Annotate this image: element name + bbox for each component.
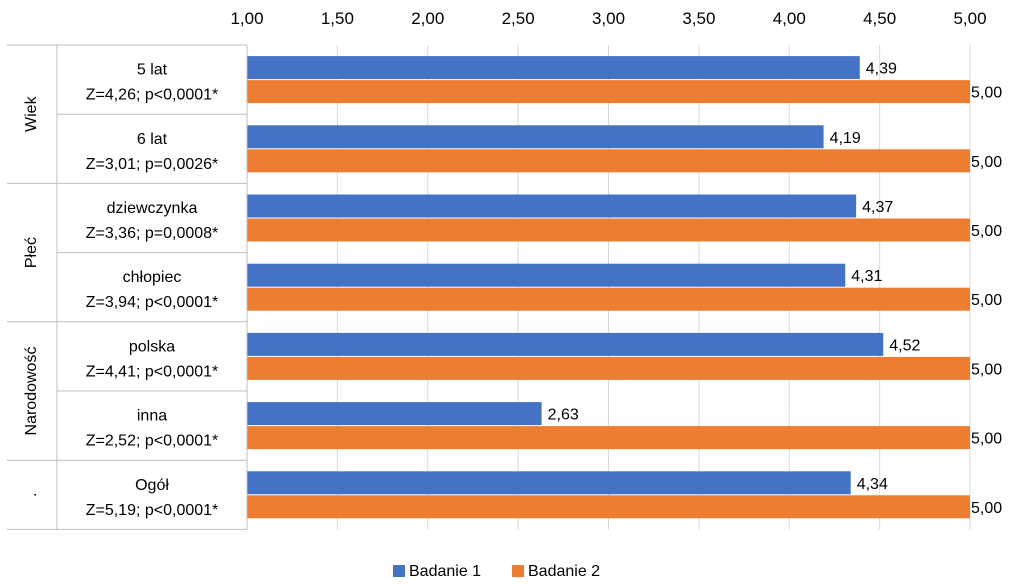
bar-badanie-2 — [247, 218, 970, 242]
category-stat: Z=4,41; p<0,0001* — [86, 363, 219, 380]
data-label: 5,00 — [971, 431, 1002, 448]
category-stat: Z=2,52; p<0,0001* — [86, 433, 219, 450]
category-name: 5 lat — [137, 62, 168, 79]
group-label: . — [23, 493, 40, 497]
category-stat: Z=3,36; p=0,0008* — [86, 225, 219, 242]
data-label: 5,00 — [971, 223, 1002, 240]
x-tick-label: 3,00 — [592, 9, 625, 28]
data-label: 4,39 — [866, 61, 897, 78]
category-axis-frame — [7, 44, 248, 530]
x-tick-label: 3,50 — [682, 9, 715, 28]
bar-badanie-2 — [247, 80, 970, 104]
legend-swatch — [512, 565, 524, 577]
x-tick-label: 4,50 — [863, 9, 896, 28]
bar-badanie-2 — [247, 287, 970, 311]
category-stat: Z=3,94; p<0,0001* — [86, 294, 219, 311]
x-tick-label: 2,50 — [502, 9, 535, 28]
data-label: 4,52 — [889, 337, 920, 354]
category-stat: Z=5,19; p<0,0001* — [86, 502, 219, 519]
data-label: 5,00 — [971, 292, 1002, 309]
category-name: dziewczynka — [107, 200, 198, 217]
legend-label: Badanie 1 — [409, 563, 481, 580]
bar-badanie-1 — [247, 332, 884, 356]
category-name: Ogół — [135, 477, 169, 494]
category-name: polska — [129, 338, 175, 355]
data-label: 5,00 — [971, 85, 1002, 102]
category-labels: 5 lat Z=4,26; p<0,0001* 6 lat Z=3,01; p=0,0… — [23, 62, 218, 519]
x-tick-label: 1,50 — [321, 9, 354, 28]
group-label: Płeć — [23, 237, 40, 268]
data-label: 4,19 — [830, 130, 861, 147]
x-axis-ticks: 1,00 1,50 2,00 2,50 3,00 3,50 4,00 4,50 5,00 — [230, 9, 986, 28]
legend-label: Badanie 2 — [528, 563, 600, 580]
bar-badanie-1 — [247, 263, 846, 287]
bars: 4,39 4,19 4,37 4,31 4,52 2,63 4,34 5,00 5,00 5,00… — [247, 56, 1002, 519]
bar-badanie-1 — [247, 402, 542, 426]
data-label: 2,63 — [548, 407, 579, 424]
data-label: 5,00 — [971, 361, 1002, 378]
gridlines — [246, 45, 971, 530]
x-tick-label: 4,00 — [773, 9, 806, 28]
bar-badanie-1 — [247, 125, 824, 149]
bar-badanie-2 — [247, 356, 970, 380]
x-tick-label: 5,00 — [953, 9, 986, 28]
category-stat: Z=3,01; p=0,0026* — [86, 156, 219, 173]
bar-badanie-2 — [247, 495, 970, 519]
bar-badanie-1 — [247, 471, 851, 495]
x-tick-label: 1,00 — [230, 9, 263, 28]
x-tick-label: 2,00 — [411, 9, 444, 28]
data-label: 4,34 — [857, 476, 888, 493]
category-name: chłopiec — [123, 269, 182, 286]
legend-swatch — [393, 565, 405, 577]
bar-badanie-2 — [247, 149, 970, 173]
category-name: inna — [137, 408, 167, 425]
bar-badanie-1 — [247, 56, 860, 80]
group-label: Wiek — [23, 95, 40, 132]
legend: Badanie 1 Badanie 2 — [393, 563, 600, 580]
bar-badanie-2 — [247, 426, 970, 450]
bar-badanie-1 — [247, 194, 857, 218]
category-stat: Z=4,26; p<0,0001* — [86, 87, 219, 104]
data-label: 4,37 — [862, 199, 893, 216]
group-label: Narodowość — [23, 347, 40, 436]
category-name: 6 lat — [137, 131, 168, 148]
data-label: 5,00 — [971, 154, 1002, 171]
data-label: 5,00 — [971, 500, 1002, 517]
data-label: 4,31 — [851, 268, 882, 285]
